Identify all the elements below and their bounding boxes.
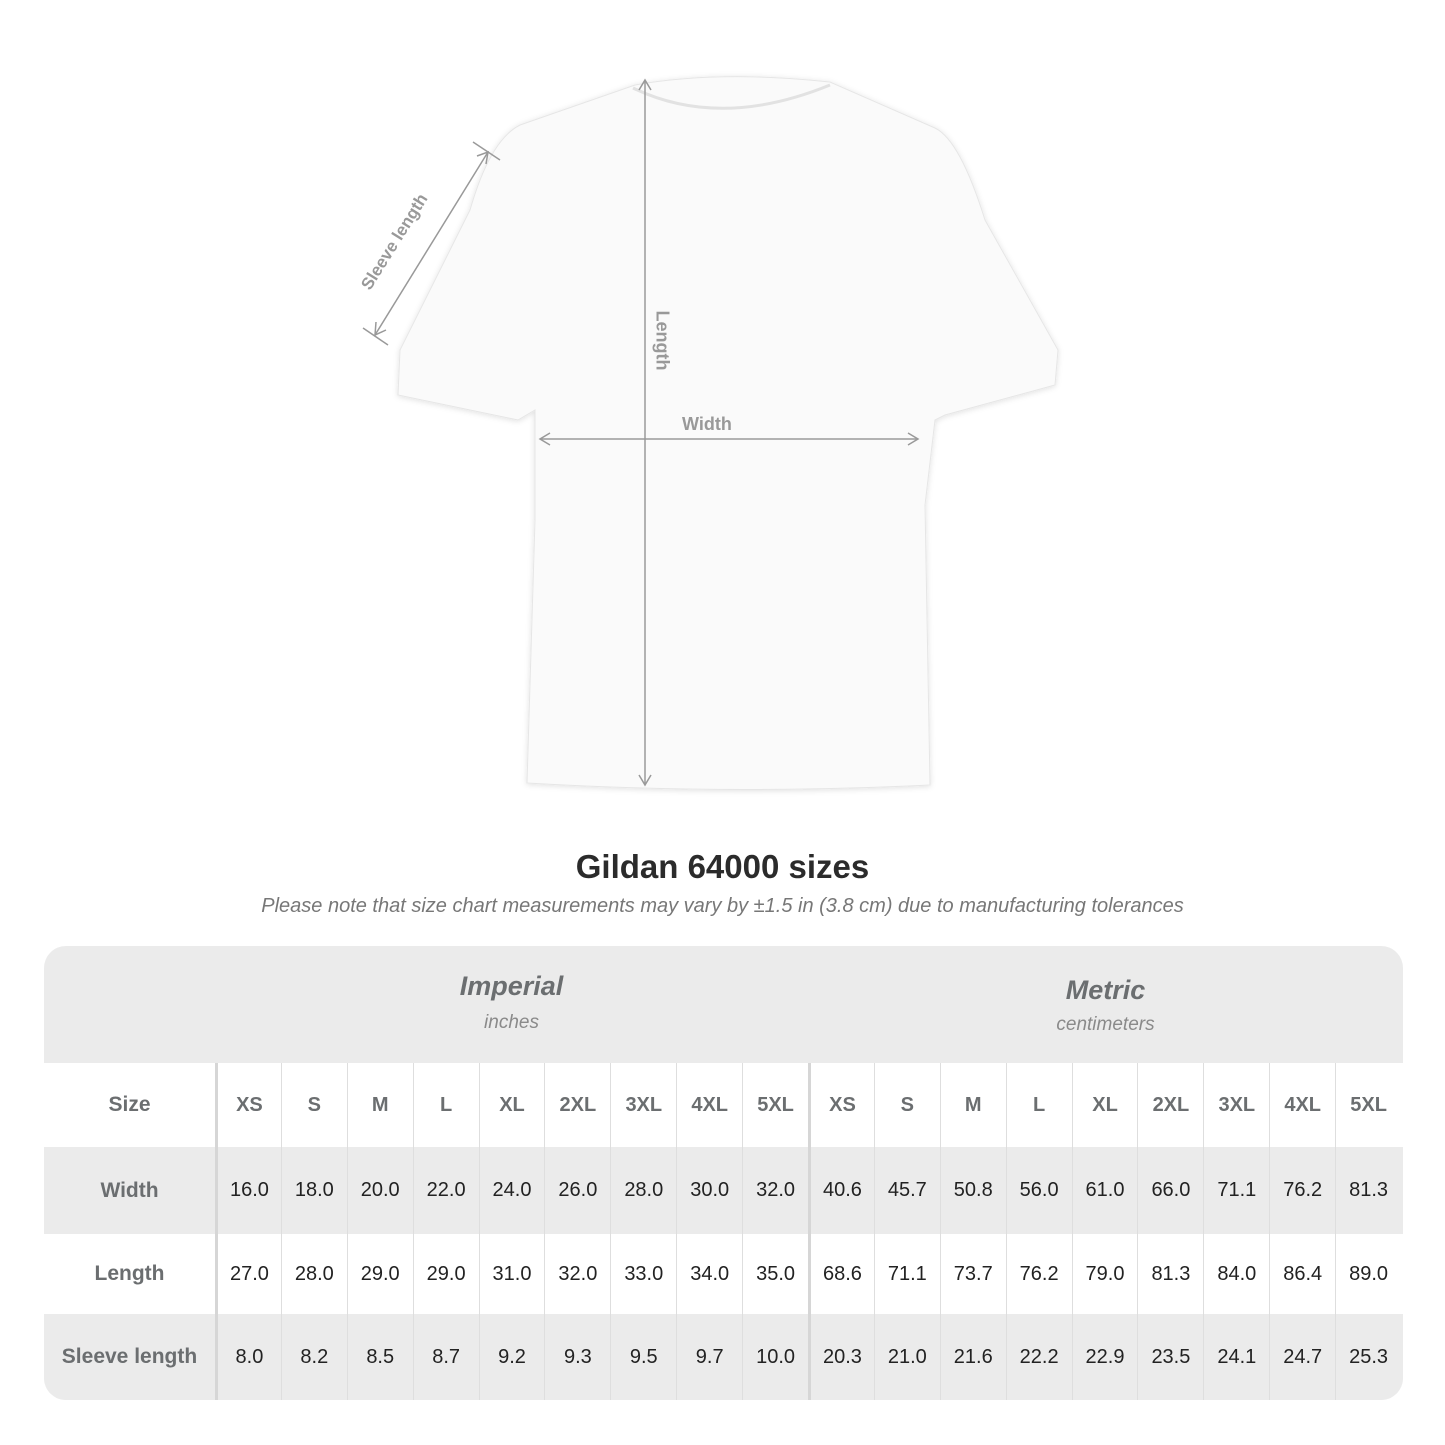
imperial-title: Imperial [459,971,564,1001]
table-cell: 50.8 [939,1147,1006,1234]
size-column-header: L [412,1063,479,1147]
table-cell: 24.1 [1203,1314,1269,1400]
table-cell: 76.2 [1005,1234,1072,1314]
imperial-unit: inches [484,1012,539,1033]
table-cell: 71.1 [873,1234,940,1314]
size-column-header: S [280,1063,347,1147]
table-cell: 10.0 [742,1314,808,1400]
size-column-header: 3XL [1203,1063,1269,1147]
table-cell: 9.5 [610,1314,676,1400]
row-label: Sleeve length [61,1345,198,1368]
table-row: Length 27.0 28.0 29.0 29.0 31.0 32.0 33.0 34.0 35… [44,1234,1403,1314]
table-cell: 79.0 [1071,1234,1138,1314]
table-cell: 66.0 [1137,1147,1203,1234]
table-cell: 16.0 [215,1147,281,1234]
size-column-header: 4XL [1269,1063,1335,1147]
table-row: Sleeve length 8.0 8.2 8.5 8.7 9.2 9.3 9.5 9.7 10.… [44,1314,1403,1400]
table-cell: 20.0 [346,1147,413,1234]
tshirt-shape [397,76,1059,791]
table-cell: 61.0 [1071,1147,1138,1234]
table-cell: 27.0 [215,1234,281,1314]
table-cell: 8.0 [215,1314,281,1400]
table-cell: 45.7 [873,1147,940,1234]
measure-lines [362,78,920,787]
table-cell: 32.0 [742,1147,808,1234]
row-label: Length [94,1262,165,1285]
table-cell: 81.3 [1335,1147,1401,1234]
table-cell: 22.0 [412,1147,479,1234]
size-column-header: XL [478,1063,545,1147]
table-cell: 22.9 [1071,1314,1138,1400]
table-cell: 34.0 [676,1234,742,1314]
table-cell: 21.0 [873,1314,940,1400]
size-column-header: L [1005,1063,1072,1147]
metric-title: Metric [1065,975,1146,1005]
table-cell: 24.0 [478,1147,545,1234]
size-column-header: 2XL [1137,1063,1203,1147]
size-column-header: 5XL [1335,1063,1401,1147]
table-cell: 29.0 [412,1234,479,1314]
imperial-header: Imperial inches [215,946,808,1088]
table-cell: 32.0 [544,1234,610,1314]
table-cell: 28.0 [280,1234,347,1314]
table-cell: 33.0 [610,1234,676,1314]
table-cell: 23.5 [1137,1314,1203,1400]
table-cell: 9.2 [478,1314,545,1400]
row-label: Width [100,1178,159,1202]
size-column-header: XL [1071,1063,1138,1147]
table-cell: 8.5 [346,1314,413,1400]
table-cell: 86.4 [1269,1234,1335,1314]
size-column-header: 5XL [742,1063,808,1147]
table-cell: 24.7 [1269,1314,1335,1400]
metric-unit: centimeters [1056,1014,1155,1035]
table-cell: 29.0 [346,1234,413,1314]
table-cell: 71.1 [1203,1147,1269,1234]
table-cell: 20.3 [808,1314,874,1400]
table-row: Width 16.0 18.0 20.0 22.0 24.0 26.0 28.0 30.0 32.… [44,1147,1403,1234]
size-header-row: Size XS S M L XL 2XL 3XL 4XL 5XL XS S M L XL 2XL 3XL 4XL 5… [44,1063,1403,1147]
table-cell: 22.2 [1005,1314,1072,1400]
table-cell: 25.3 [1335,1314,1401,1400]
size-column-header: S [873,1063,940,1147]
page-title: Gildan 64000 sizes [575,848,870,885]
size-column-header: 4XL [676,1063,742,1147]
table-cell: 89.0 [1335,1234,1401,1314]
table-cell: 8.2 [280,1314,347,1400]
table-cell: 40.6 [808,1147,874,1234]
size-column-header: M [939,1063,1006,1147]
table-cell: 18.0 [280,1147,347,1234]
width-label: Width [682,414,732,434]
table-cell: 31.0 [478,1234,545,1314]
size-column-header: M [346,1063,413,1147]
table-cell: 9.3 [544,1314,610,1400]
table-cell: 35.0 [742,1234,808,1314]
table-cell: 81.3 [1137,1234,1203,1314]
size-table: Imperial inches Metric centimeters Size X… [44,946,1403,1400]
tshirt-diagram [362,76,1059,791]
size-column-header: XS [808,1063,874,1147]
metric-header: Metric centimeters [808,946,1403,1092]
table-cell: 76.2 [1269,1147,1335,1234]
table-cell: 68.6 [808,1234,874,1314]
tolerance-note: Please note that size chart measurements… [261,895,1184,917]
table-cell: 9.7 [676,1314,742,1400]
table-cell: 8.7 [412,1314,479,1400]
table-cell: 30.0 [676,1147,742,1234]
table-cell: 26.0 [544,1147,610,1234]
size-column-header: XS [215,1063,281,1147]
table-cell: 21.6 [939,1314,1006,1400]
length-label: Length [652,310,673,371]
size-column-header: 3XL [610,1063,676,1147]
row-label: Size [108,1093,151,1116]
table-cell: 56.0 [1005,1147,1072,1234]
size-column-header: 2XL [544,1063,610,1147]
table-cell: 73.7 [939,1234,1006,1314]
table-cell: 84.0 [1203,1234,1269,1314]
table-cell: 28.0 [610,1147,676,1234]
